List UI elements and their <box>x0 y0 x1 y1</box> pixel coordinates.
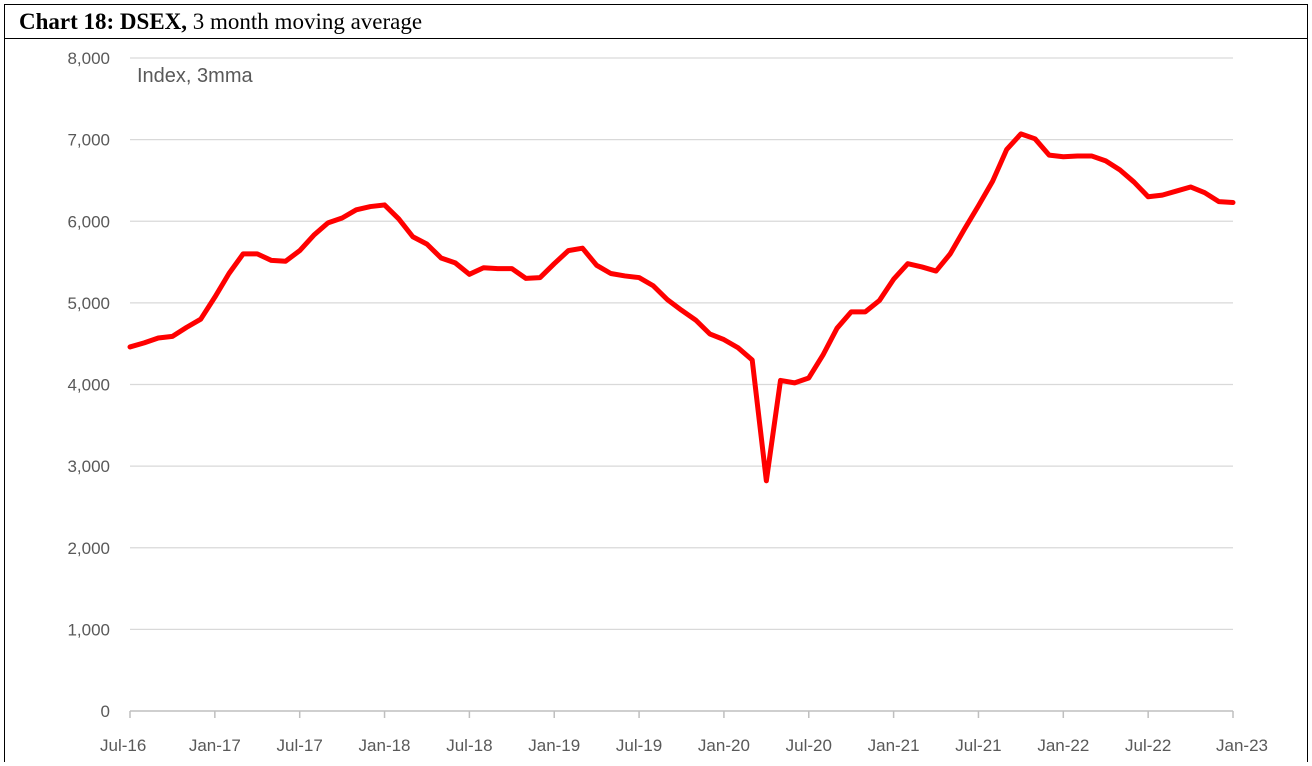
y-tick-label: 8,000 <box>67 49 110 68</box>
series-line-dsex <box>127 131 1236 484</box>
x-tick-label: Jul-17 <box>277 736 323 755</box>
chart-frame: Chart 18: DSEX, 3 month moving average <box>4 4 1308 762</box>
y-tick-label: 4,000 <box>67 376 110 395</box>
x-tick-label: Jan-18 <box>359 736 411 755</box>
x-axis <box>129 710 1234 718</box>
x-tick-label: Jan-22 <box>1037 736 1089 755</box>
x-tick-label: Jul-22 <box>1125 736 1171 755</box>
x-axis-labels: Jul-16 Jan-17 Jul-17 Jan-18 Jul-18 Jan-19 Jul-… <box>100 736 1268 755</box>
chart-title-rest: 3 month moving average <box>187 9 423 34</box>
unit-label: Index, 3mma <box>137 65 253 87</box>
gridlines <box>130 57 1233 630</box>
x-tick-label: Jan-19 <box>528 736 580 755</box>
x-tick-label: Jan-17 <box>189 736 241 755</box>
x-tick-label: Jan-23 <box>1216 736 1268 755</box>
y-tick-label: 2,000 <box>67 539 110 558</box>
y-tick-label: 1,000 <box>67 620 110 639</box>
y-tick-label: 5,000 <box>67 294 110 313</box>
x-tick-label: Jul-21 <box>955 736 1001 755</box>
chart-title-bold: Chart 18: DSEX, <box>19 9 188 34</box>
y-tick-label: 0 <box>101 702 110 721</box>
x-tick-label: Jul-20 <box>786 736 832 755</box>
chart-title: Chart 18: DSEX, 3 month moving average <box>5 5 1307 39</box>
y-tick-label: 3,000 <box>67 457 110 476</box>
x-tick-label: Jul-16 <box>100 736 146 755</box>
x-tick-label: Jul-18 <box>446 736 492 755</box>
x-tick-label: Jan-21 <box>868 736 920 755</box>
x-tick-label: Jul-19 <box>616 736 662 755</box>
y-tick-label: 7,000 <box>67 131 110 150</box>
y-tick-label: 6,000 <box>67 212 110 231</box>
y-axis-labels: 0 1,000 2,000 3,000 4,000 5,000 6,000 7,000 8,00… <box>67 49 110 721</box>
x-tick-label: Jan-20 <box>698 736 750 755</box>
